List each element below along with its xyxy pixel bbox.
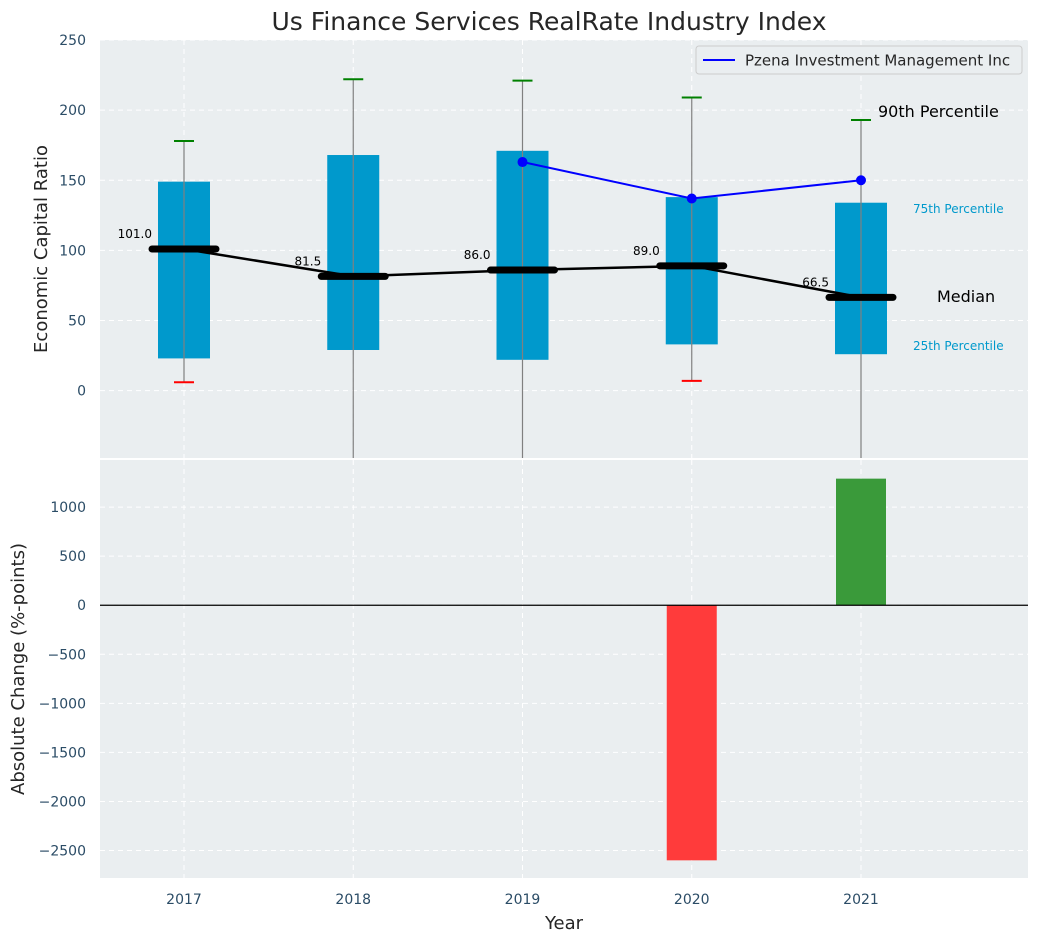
annotation-25th-percentile: 25th Percentile bbox=[913, 339, 1004, 353]
series-point-2020 bbox=[686, 193, 697, 204]
top-series bbox=[517, 157, 866, 204]
bottom-plot-background bbox=[100, 460, 1028, 878]
bottom-y-axis-label: Absolute Change (%-points) bbox=[8, 543, 29, 795]
x-tick-label-2021: 2021 bbox=[843, 892, 879, 908]
x-tick-label-2017: 2017 bbox=[166, 892, 202, 908]
top-panel: 101.0 81.5 86.0 89.0 66.5 0 50 100 150 200 250 Ec… bbox=[31, 33, 1028, 458]
median-value-label-2019: 86.0 bbox=[464, 248, 491, 262]
median-value-label-2021: 66.5 bbox=[802, 275, 829, 289]
bottom-y-ticks: −2500 −2000 −1500 −1000 −500 0 500 1000 bbox=[39, 500, 86, 859]
annotation-75th-percentile: 75th Percentile bbox=[913, 202, 1004, 216]
bottom-bars bbox=[666, 478, 886, 861]
bottom-y-tick-label: −500 bbox=[48, 647, 86, 663]
annotation-90th-percentile: 90th Percentile bbox=[878, 102, 999, 121]
top-y-tick-label: 200 bbox=[59, 103, 86, 119]
x-axis-label: Year bbox=[544, 913, 584, 934]
bottom-y-tick-label: 1000 bbox=[50, 500, 86, 516]
bottom-y-tick-label: −1000 bbox=[39, 696, 86, 712]
median-value-label-2018: 81.5 bbox=[295, 254, 322, 268]
bottom-y-tick-label: −2000 bbox=[39, 794, 86, 810]
top-y-ticks: 0 50 100 150 200 250 bbox=[59, 33, 86, 400]
x-tick-label-2018: 2018 bbox=[335, 892, 371, 908]
top-y-tick-label: 50 bbox=[68, 314, 86, 330]
top-median-line: 101.0 81.5 86.0 89.0 66.5 bbox=[118, 227, 897, 301]
bottom-y-tick-label: −1500 bbox=[39, 745, 86, 761]
top-y-axis-label: Economic Capital Ratio bbox=[31, 145, 52, 353]
top-y-tick-label: 150 bbox=[59, 173, 86, 189]
x-tick-label-2020: 2020 bbox=[674, 892, 710, 908]
median-value-label-2017: 101.0 bbox=[118, 227, 152, 241]
top-y-tick-label: 0 bbox=[77, 384, 86, 400]
legend-label-pzena: Pzena Investment Management Inc bbox=[745, 52, 1010, 70]
x-ticks: 2017 2018 2019 2020 2021 bbox=[166, 892, 879, 908]
change-bar-2020 bbox=[666, 605, 717, 861]
top-boxes bbox=[158, 78, 887, 458]
top-y-tick-label: 100 bbox=[59, 243, 86, 259]
chart-title: Us Finance Services RealRate Industry In… bbox=[272, 7, 827, 36]
top-y-tick-label: 250 bbox=[59, 33, 86, 49]
annotation-median: Median bbox=[937, 287, 995, 306]
bottom-y-tick-label: 500 bbox=[59, 549, 86, 565]
bottom-y-tick-label: −2500 bbox=[39, 844, 86, 860]
legend-box bbox=[695, 45, 1023, 75]
bottom-y-tick-label: 0 bbox=[77, 598, 86, 614]
median-value-label-2020: 89.0 bbox=[633, 244, 660, 258]
legend: Pzena Investment Management Inc bbox=[695, 45, 1023, 75]
series-point-2019 bbox=[517, 157, 528, 168]
series-point-2021 bbox=[856, 175, 866, 186]
x-tick-label-2019: 2019 bbox=[505, 892, 541, 908]
change-bar-2021 bbox=[836, 478, 886, 606]
